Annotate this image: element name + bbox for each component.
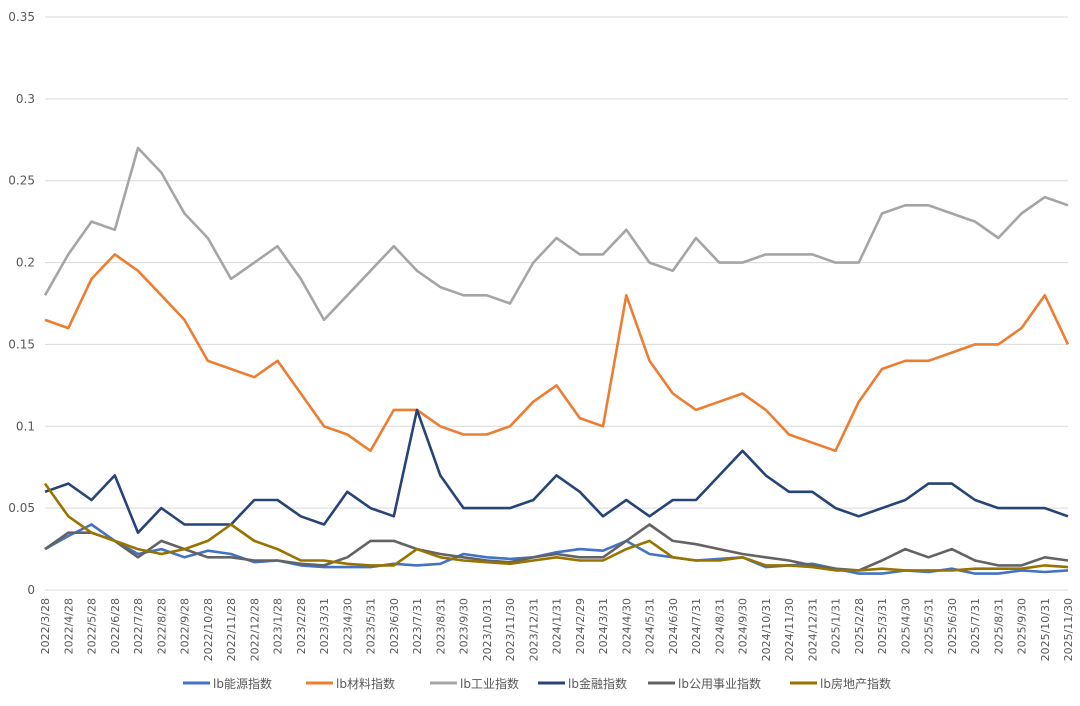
x-tick-label: 2023/7/31 [411,598,424,654]
series-line-2 [43,146,1069,322]
x-tick-label: 2025/7/31 [969,598,982,654]
y-tick-label: 0 [27,583,35,597]
x-tick-label: 2022/4/28 [62,598,75,654]
series-line-0 [44,523,1069,575]
x-tick-label: 2024/11/30 [783,598,796,661]
x-tick-label: 2024/8/31 [713,598,726,654]
x-tick-label: 2022/9/28 [179,598,192,654]
x-tick-label: 2025/3/31 [876,598,889,654]
y-tick-label: 0.2 [16,256,35,270]
x-tick-label: 2022/10/28 [202,598,215,661]
x-tick-label: 2024/1/31 [551,598,564,654]
legend-item: lb材料指数 [306,676,395,691]
legend-item: lb工业指数 [430,676,519,691]
legend-label: lb能源指数 [213,676,272,691]
x-tick-label: 2024/2/29 [574,598,587,654]
legend-label: lb工业指数 [460,676,519,691]
x-tick-label: 2023/8/31 [434,598,447,654]
series-line-3 [44,408,1069,534]
x-tick-label: 2022/11/28 [225,598,238,661]
x-tick-label: 2022/3/28 [39,598,52,654]
x-tick-label: 2023/5/31 [365,598,378,654]
y-tick-label: 0.3 [16,92,35,106]
x-tick-label: 2025/9/30 [1016,598,1029,654]
x-tick-label: 2025/1/31 [830,598,843,654]
y-tick-label: 0.25 [8,174,35,188]
x-tick-label: 2022/6/28 [109,598,122,654]
y-axis-ticks: 0 0.05 0.1 0.15 0.2 0.25 0.3 0.35 [8,10,35,597]
legend-label: lb公用事业指数 [678,676,761,691]
legend-item: lb能源指数 [183,676,272,691]
x-tick-label: 2025/11/30 [1062,598,1075,661]
y-tick-label: 0.15 [8,337,35,351]
x-tick-label: 2024/5/31 [644,598,657,654]
x-tick-label: 2024/3/31 [597,598,610,654]
x-tick-label: 2022/8/28 [155,598,168,654]
y-tick-label: 0.05 [8,501,35,515]
x-tick-label: 2023/2/28 [295,598,308,654]
x-tick-label: 2025/6/30 [946,598,959,654]
x-tick-label: 2023/1/28 [272,598,285,654]
legend-item: lb金融指数 [538,676,627,691]
x-tick-label: 2023/9/30 [458,598,471,654]
x-tick-label: 2024/9/30 [737,598,750,654]
y-tick-label: 0.35 [8,10,35,24]
legend: lb能源指数 lb材料指数 lb工业指数 lb金融指数 lb公用事业指数 lb房地产指数 [183,676,891,691]
gridlines [45,16,1068,591]
series-line-4 [44,523,1069,572]
series-lines [43,146,1070,575]
x-tick-label: 2024/6/30 [667,598,680,654]
x-tick-label: 2022/12/28 [248,598,261,661]
x-tick-label: 2025/5/31 [923,598,936,654]
x-tick-label: 2024/4/30 [620,598,633,654]
x-tick-label: 2025/2/28 [853,598,866,654]
x-tick-label: 2024/12/31 [806,598,819,661]
legend-label: lb金融指数 [568,676,627,691]
series-line-5 [43,482,1069,572]
legend-item: lb公用事业指数 [648,676,761,691]
x-tick-label: 2023/4/30 [341,598,354,654]
x-tick-label: 2023/11/30 [504,598,517,661]
x-tick-label: 2025/8/31 [992,598,1005,654]
x-tick-label: 2023/3/31 [318,598,331,654]
x-tick-label: 2023/10/31 [481,598,494,661]
x-tick-label: 2022/5/28 [86,598,99,654]
x-tick-label: 2023/12/31 [527,598,540,661]
legend-label: lb材料指数 [336,676,395,691]
x-tick-label: 2023/6/30 [388,598,401,654]
x-tick-label: 2025/10/31 [1039,598,1052,661]
legend-label: lb房地产指数 [820,676,891,691]
legend-item: lb房地产指数 [790,676,891,691]
x-axis-ticks: 2022/3/28 2022/4/28 2022/5/28 2022/6/28 2022… [39,598,1075,661]
x-tick-label: 2022/7/28 [132,598,145,654]
x-tick-label: 2025/4/30 [899,598,912,654]
x-tick-label: 2024/10/31 [760,598,773,661]
y-tick-label: 0.1 [16,419,35,433]
x-tick-label: 2024/7/31 [690,598,703,654]
series-line-1 [44,253,1070,453]
